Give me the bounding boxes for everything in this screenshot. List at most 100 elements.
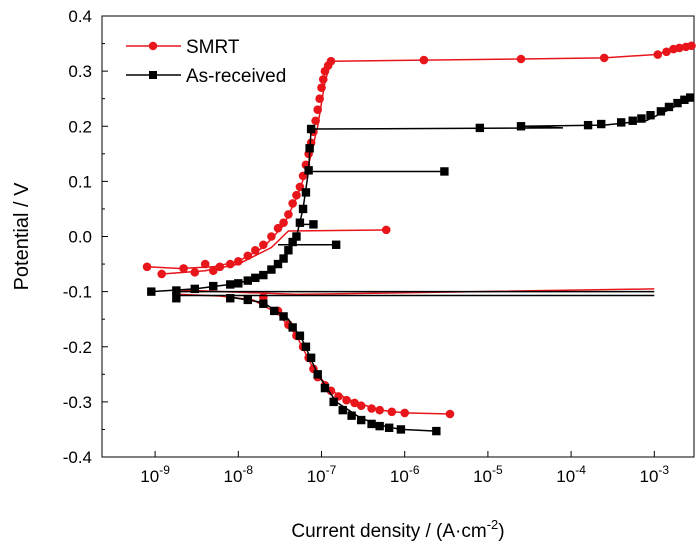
data-point bbox=[259, 299, 268, 308]
data-point bbox=[357, 415, 366, 425]
data-point bbox=[596, 119, 606, 129]
data-point bbox=[315, 94, 324, 103]
data-point bbox=[234, 257, 243, 266]
y-tick-label: -0.2 bbox=[63, 338, 92, 357]
data-point bbox=[313, 105, 322, 115]
y-axis-ticks: -0.4 -0.3 -0.2 -0.1 0.0 0.1 0.2 0.3 0.4 bbox=[63, 7, 108, 467]
data-point bbox=[662, 47, 671, 57]
data-point bbox=[419, 55, 429, 65]
data-point bbox=[305, 144, 314, 153]
legend-label-as-received: As-received bbox=[186, 66, 286, 87]
data-point bbox=[356, 401, 366, 411]
data-point bbox=[375, 421, 384, 431]
data-point bbox=[295, 331, 305, 340]
data-point bbox=[215, 262, 225, 272]
data-point bbox=[279, 254, 288, 263]
x-tick-label: 10-4 bbox=[556, 463, 586, 486]
y-tick-label: 0.2 bbox=[68, 117, 92, 136]
data-point bbox=[298, 204, 308, 214]
legend-marker-smrt bbox=[148, 41, 158, 51]
x-tick-label: 10-3 bbox=[640, 463, 670, 486]
data-point bbox=[273, 259, 283, 269]
data-point bbox=[685, 93, 695, 102]
data-point bbox=[243, 251, 253, 261]
data-point bbox=[329, 397, 338, 407]
x-tick-label: 10-8 bbox=[224, 463, 254, 486]
data-point bbox=[279, 312, 288, 321]
data-point bbox=[234, 279, 243, 288]
data-point bbox=[432, 426, 441, 436]
data-point bbox=[288, 237, 297, 247]
data-point bbox=[313, 370, 322, 379]
data-point bbox=[226, 294, 235, 303]
data-point bbox=[367, 419, 376, 429]
data-point bbox=[273, 223, 283, 233]
data-point bbox=[387, 407, 397, 417]
y-axis-label: Potential / V bbox=[11, 182, 33, 291]
legend: SMRT As-received bbox=[126, 37, 286, 87]
data-point bbox=[656, 107, 666, 116]
data-point bbox=[147, 287, 156, 296]
data-point bbox=[209, 281, 218, 291]
data-point bbox=[225, 259, 235, 269]
y-tick-label: -0.3 bbox=[63, 393, 92, 412]
data-point bbox=[267, 265, 276, 274]
data-point bbox=[243, 276, 252, 285]
y-tick-label: 0.1 bbox=[68, 172, 92, 191]
data-point bbox=[583, 120, 593, 130]
data-point bbox=[259, 240, 268, 250]
data-point bbox=[680, 95, 689, 104]
data-point bbox=[267, 232, 276, 241]
data-point bbox=[295, 218, 305, 227]
data-point bbox=[311, 116, 320, 126]
data-point bbox=[142, 262, 152, 272]
data-point bbox=[347, 411, 356, 420]
data-point bbox=[259, 270, 268, 280]
data-point bbox=[288, 199, 297, 208]
data-point bbox=[342, 395, 351, 405]
data-point bbox=[172, 294, 181, 303]
data-point bbox=[687, 41, 696, 51]
data-point bbox=[200, 259, 210, 269]
data-point bbox=[301, 188, 311, 197]
data-point bbox=[637, 114, 646, 123]
x-tick-label: 10-5 bbox=[473, 463, 503, 486]
data-point bbox=[445, 409, 455, 419]
data-point bbox=[157, 269, 166, 279]
data-point bbox=[309, 220, 318, 229]
data-point bbox=[326, 56, 336, 66]
data-point bbox=[375, 405, 384, 415]
data-point bbox=[664, 102, 674, 112]
data-point bbox=[279, 218, 288, 228]
data-point bbox=[226, 280, 235, 289]
data-point bbox=[338, 405, 347, 415]
data-point bbox=[301, 342, 311, 351]
x-axis-label: Current density / (A·cm-2) bbox=[291, 517, 504, 542]
data-point bbox=[304, 166, 313, 175]
data-point bbox=[653, 50, 663, 59]
data-point bbox=[616, 118, 626, 127]
data-point bbox=[331, 240, 341, 249]
data-point bbox=[190, 284, 200, 294]
data-point bbox=[367, 404, 376, 413]
data-point bbox=[284, 210, 293, 219]
data-point bbox=[269, 306, 279, 316]
legend-marker-as-received bbox=[149, 71, 157, 79]
data-point bbox=[350, 398, 359, 408]
x-tick-label: 10-9 bbox=[140, 463, 170, 486]
data-point bbox=[318, 75, 328, 84]
data-point bbox=[250, 245, 260, 255]
data-point bbox=[292, 232, 301, 241]
data-point bbox=[673, 98, 682, 108]
data-point bbox=[288, 323, 297, 332]
legend-label-smrt: SMRT bbox=[186, 37, 240, 58]
y-tick-label: 0.0 bbox=[68, 228, 92, 247]
data-point bbox=[516, 122, 526, 131]
data-point bbox=[284, 246, 293, 255]
x-axis-label-text: Current density / (A·cm bbox=[291, 521, 486, 542]
data-point bbox=[675, 43, 684, 53]
data-point bbox=[251, 273, 260, 283]
y-tick-label: -0.4 bbox=[63, 448, 92, 467]
data-point bbox=[396, 425, 406, 434]
